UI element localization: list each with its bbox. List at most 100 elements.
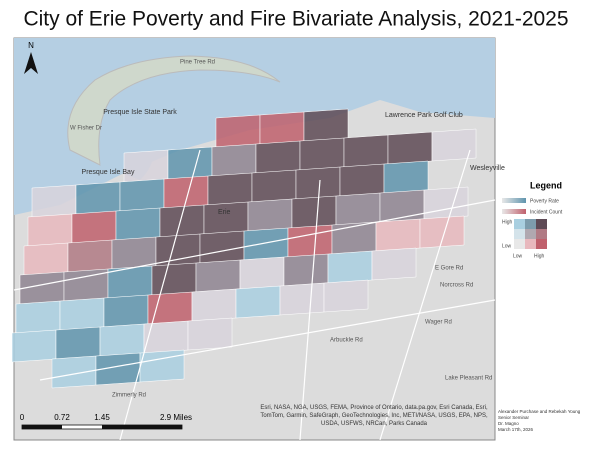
census-tract [75,181,121,215]
credits: Alexander Purchase and Rebekah Young Sen… [498,409,581,432]
census-tract [23,242,69,276]
attribution-box: Esri, NASA, NGA, USGS, FEMA, Province of… [260,405,488,427]
map-label: Lawrence Park Golf Club [385,112,463,119]
map-label: Erie [218,209,231,216]
scale-label: 1.45 [94,413,110,422]
census-tract [255,140,301,174]
road-label: Wager Rd [425,320,452,326]
credit-line: Alexander Purchase and Rebekah Young [498,409,581,414]
census-tract [15,300,61,334]
bivariate-cell [536,219,547,229]
attribution: Esri, NASA, NGA, USGS, FEMA, Province of… [260,405,488,427]
bivariate-cell [525,219,536,229]
census-tract [203,201,249,235]
census-tract [327,250,373,284]
census-tract [51,355,97,389]
credit-line: Senior Seminar [498,415,530,420]
road-label: Zimmerly Rd [112,393,146,399]
bivariate-cell [536,229,547,239]
scale-bar-segment [102,425,182,429]
bivariate-cell [525,229,536,239]
census-tract [103,294,149,328]
scale-label: 0 [20,413,25,422]
road-label: E Gore Rd [435,266,463,272]
census-tract [419,215,465,249]
census-tract [71,210,117,244]
census-tract [239,256,285,290]
census-tract [119,178,165,212]
road-label: Pine Tree Rd [180,60,215,66]
census-tract [243,227,289,261]
legend: Legend Poverty Rate Incident Count High … [502,180,563,259]
credit-line: March 17th, 2026 [498,427,534,432]
census-tract [287,224,333,258]
census-tract [115,207,161,241]
census-tract [67,239,113,273]
legend-title: Legend [530,180,562,190]
scale-bar-segment [22,425,62,429]
legend-axis-label: Low [513,253,523,259]
census-tract [247,198,293,232]
census-tract [259,111,305,145]
legend-swatch [502,209,526,214]
census-tract [143,320,189,354]
census-tract [167,146,213,180]
legend-swatch [502,198,526,203]
roads [13,149,496,441]
bivariate-cell [514,239,525,249]
bivariate-cell [514,219,525,229]
census-tract [211,143,257,177]
census-tract [387,131,433,165]
scale-label: 0.72 [54,413,70,422]
census-tract [11,329,57,363]
bivariate-grid [514,219,547,249]
census-tract [291,195,337,229]
census-tract [323,279,369,313]
scale-label: 2.9 Miles [160,413,192,422]
map-label: Presque Isle Bay [82,169,135,176]
credit-line: Dr. Magno [498,421,519,426]
legend-axis-label: High [502,219,513,225]
road-label: Norcross Rd [440,283,473,289]
census-tract [339,163,385,197]
census-tract [187,317,233,351]
north-label: N [28,41,34,50]
census-tract [99,323,145,357]
census-tract [251,169,297,203]
census-tract [295,166,341,200]
census-tract [31,184,77,218]
bivariate-cell [525,239,536,249]
census-tract [371,247,417,281]
census-tract [147,291,193,325]
legend-label: Poverty Rate [530,198,559,204]
census-tract [207,172,253,206]
bivariate-cell [514,229,525,239]
road-label: W Fisher Dr [70,126,102,132]
census-tract [299,137,345,171]
north-arrow-icon [24,52,38,74]
census-tract [303,108,349,142]
census-tract [59,297,105,331]
census-tract [27,213,73,247]
scale-bar: 0 0.72 1.45 2.9 Miles [20,413,192,430]
census-tract [383,160,429,194]
census-tract [431,128,477,162]
census-tract [335,192,381,226]
legend-label: Incident Count [530,209,563,215]
census-tract [279,282,325,316]
map-label: Wesleyville [470,165,505,172]
census-tract [195,259,241,293]
census-tract [283,253,329,287]
map-label: Presque Isle State Park [103,109,177,116]
bivariate-cell [536,239,547,249]
census-tract [375,218,421,252]
census-tract [159,204,205,238]
census-tract [163,175,209,209]
census-tract [139,349,185,383]
census-tract [123,149,169,183]
census-tract [235,285,281,319]
census-tract [155,233,201,267]
census-tract [151,262,197,296]
